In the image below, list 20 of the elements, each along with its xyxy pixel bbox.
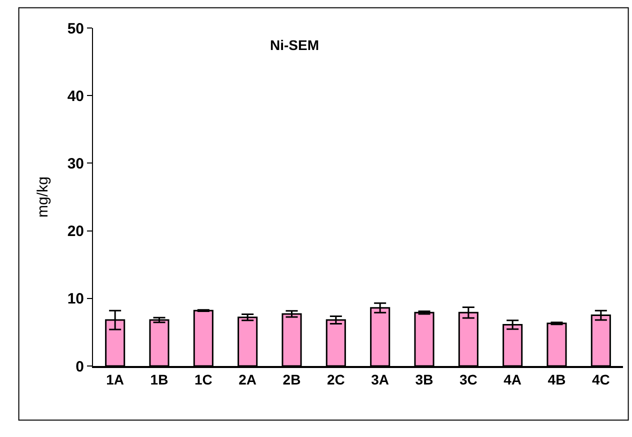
y-tick-label: 30 — [67, 155, 84, 172]
x-tick-label: 3A — [371, 372, 390, 388]
x-tick-label: 3C — [459, 372, 478, 388]
x-tick-label: 4A — [504, 372, 522, 388]
y-tick-label: 10 — [67, 290, 84, 308]
x-tick-label: 2C — [326, 372, 345, 388]
y-axis-title: mg/kg — [34, 176, 52, 218]
y-tick-label: 20 — [67, 223, 84, 240]
x-tick-label: 2B — [282, 372, 301, 388]
x-tick-label: 1C — [194, 372, 212, 388]
x-tick-label: 4C — [592, 372, 610, 388]
x-tick-label: 1A — [106, 372, 124, 388]
y-tick-label: 50 — [67, 20, 84, 38]
x-tick-label: 1B — [150, 372, 168, 388]
text: Ni-SEM — [270, 37, 319, 53]
x-tick-label: 2A — [238, 372, 257, 388]
y-tick-label: 40 — [67, 88, 84, 105]
x-tick-label: 3B — [415, 372, 434, 388]
y-tick-label: 0 — [76, 358, 84, 376]
x-tick-label: 4B — [548, 372, 566, 388]
